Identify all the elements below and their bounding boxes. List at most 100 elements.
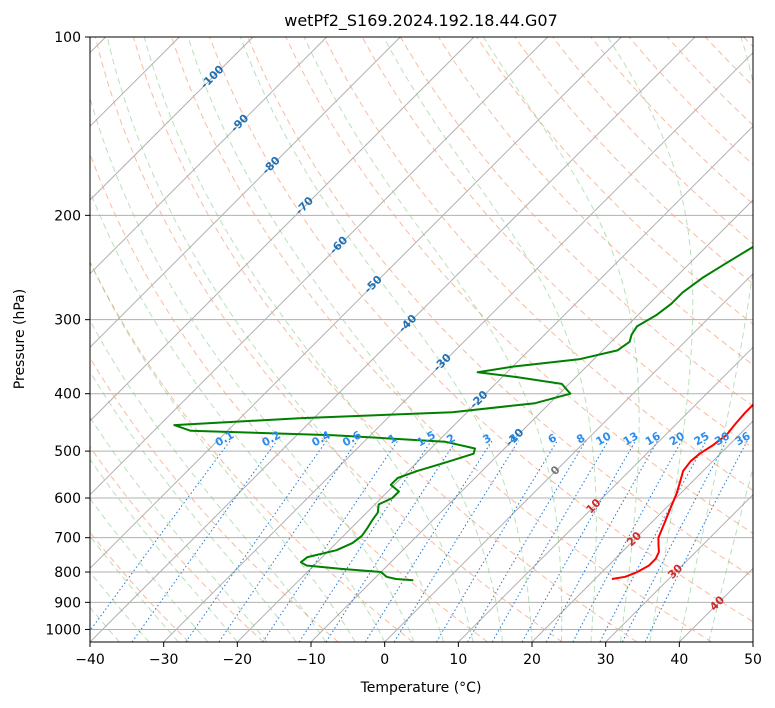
dry-adiabat xyxy=(90,152,488,642)
dry-adiabat xyxy=(666,37,753,126)
x-tick-label: −40 xyxy=(75,652,105,668)
moist-adiabat xyxy=(143,37,474,642)
isotherm-10 xyxy=(457,346,753,642)
x-tick-label: −10 xyxy=(296,652,326,668)
mixing-ratio-label: 13 xyxy=(621,429,641,448)
isotherm--80 xyxy=(90,37,401,349)
moist-adiabat xyxy=(90,458,238,642)
y-tick-label: 600 xyxy=(54,491,81,507)
dewpoint-line xyxy=(173,245,753,582)
moist-adiabat xyxy=(482,37,640,642)
moist-adiabat xyxy=(90,260,356,642)
moist-adiabat xyxy=(239,37,533,642)
chart-title: wetPf2_S169.2024.192.18.44.G07 xyxy=(284,11,558,31)
isotherm--20 xyxy=(236,125,753,642)
mixing-ratio-line xyxy=(262,440,399,642)
x-tick-label: 50 xyxy=(744,652,762,668)
dry-adiabat xyxy=(90,531,190,642)
dry-adiabat xyxy=(437,37,753,366)
moist-adiabat-lines xyxy=(90,37,753,642)
y-tick-label: 500 xyxy=(54,444,81,460)
mixing-ratio-label: 3 xyxy=(480,431,493,446)
moist-adiabat xyxy=(90,535,179,642)
dry-adiabat xyxy=(247,37,753,578)
mixing-ratio-line xyxy=(491,440,609,642)
x-axis-label: Temperature (°C) xyxy=(360,680,482,696)
isotherm--40 xyxy=(90,37,696,642)
isotherm--60 xyxy=(90,37,549,496)
y-tick-label: 300 xyxy=(54,313,81,329)
dry-adiabat xyxy=(94,37,563,642)
dry-adiabat xyxy=(90,446,264,642)
isotherm--90 xyxy=(90,37,328,275)
isotherm--100 xyxy=(90,37,254,201)
mixing-ratio-line xyxy=(298,440,432,642)
x-tick-label: −20 xyxy=(223,652,253,668)
moist-adiabat xyxy=(90,416,268,642)
y-tick-label: 400 xyxy=(54,387,81,403)
mixing-ratio-label: 36 xyxy=(733,429,753,448)
dry-adiabat xyxy=(552,37,753,245)
isotherm-30 xyxy=(605,493,753,642)
y-axis-ticks: 100 200 300 400 500 600 700 800 900 1000 xyxy=(45,30,90,638)
moist-adiabat xyxy=(383,37,597,642)
y-tick-label: 1000 xyxy=(45,622,81,638)
dry-adiabat xyxy=(285,37,753,535)
y-tick-label: 800 xyxy=(54,565,81,581)
moist-adiabat xyxy=(90,571,150,642)
moist-adiabat xyxy=(90,497,209,642)
mixing-ratio-label: 25 xyxy=(692,429,712,448)
x-tick-label: 0 xyxy=(380,652,389,668)
mixing-ratio-line xyxy=(467,440,587,642)
mixing-ratio-label: 20 xyxy=(667,429,687,448)
mixing-ratio-label: 10 xyxy=(594,429,614,448)
mixing-ratio-label: 16 xyxy=(643,429,663,448)
moist-adiabat xyxy=(90,370,297,642)
y-tick-label: 700 xyxy=(54,531,81,547)
mixing-ratio-line xyxy=(131,440,278,642)
dry-adiabat xyxy=(90,260,414,642)
isotherm-label: -90 xyxy=(228,111,251,134)
mixing-ratio-label: 6 xyxy=(546,431,559,446)
isotherm--50 xyxy=(90,37,622,570)
mixing-ratio-line xyxy=(185,440,328,642)
y-tick-label: 200 xyxy=(54,208,81,224)
moist-adiabat xyxy=(90,96,415,642)
isotherm-20 xyxy=(531,420,753,642)
isotherm-label: -100 xyxy=(198,62,227,91)
mixing-ratio-line xyxy=(545,440,659,642)
moist-adiabat xyxy=(678,37,753,642)
plot-area: -100-90-80-70-60-50-40-30-20-10010203040… xyxy=(90,37,753,642)
dry-adiabat xyxy=(171,37,712,642)
mixing-ratio-label: 0.2 xyxy=(260,428,283,449)
x-tick-label: −30 xyxy=(149,652,179,668)
moist-adiabat xyxy=(90,189,386,642)
dry-adiabat xyxy=(514,37,753,285)
isotherm-label: -70 xyxy=(293,194,316,217)
x-tick-label: 20 xyxy=(523,652,541,668)
y-tick-label: 100 xyxy=(54,30,81,46)
mixing-ratio-line xyxy=(521,440,637,642)
grid-layer xyxy=(90,37,753,642)
temperature-line xyxy=(611,403,753,580)
mixing-ratio-label: 1.5 xyxy=(414,428,437,449)
mixing-ratio-label: 0.6 xyxy=(340,428,364,449)
mixing-ratio-line xyxy=(435,440,558,642)
x-tick-label: 10 xyxy=(449,652,467,668)
dry-adiabat xyxy=(90,356,339,642)
moist-adiabat xyxy=(90,319,327,642)
mixing-ratio-line xyxy=(599,440,707,642)
mixing-ratio-line xyxy=(644,440,748,642)
mixing-ratio-label: 8 xyxy=(574,431,587,446)
x-axis-ticks: −40 −30 −20 −10 0 10 20 30 40 50 xyxy=(75,642,762,668)
y-axis-label: Pressure (hPa) xyxy=(12,289,28,389)
dry-adiabat xyxy=(476,37,753,325)
mixing-ratio-line xyxy=(325,440,457,642)
dry-adiabat xyxy=(209,37,753,623)
isotherm--70 xyxy=(90,37,475,422)
mixing-ratio-line xyxy=(572,440,683,642)
y-tick-label: 900 xyxy=(54,595,81,611)
isotherm-50 xyxy=(752,641,753,642)
